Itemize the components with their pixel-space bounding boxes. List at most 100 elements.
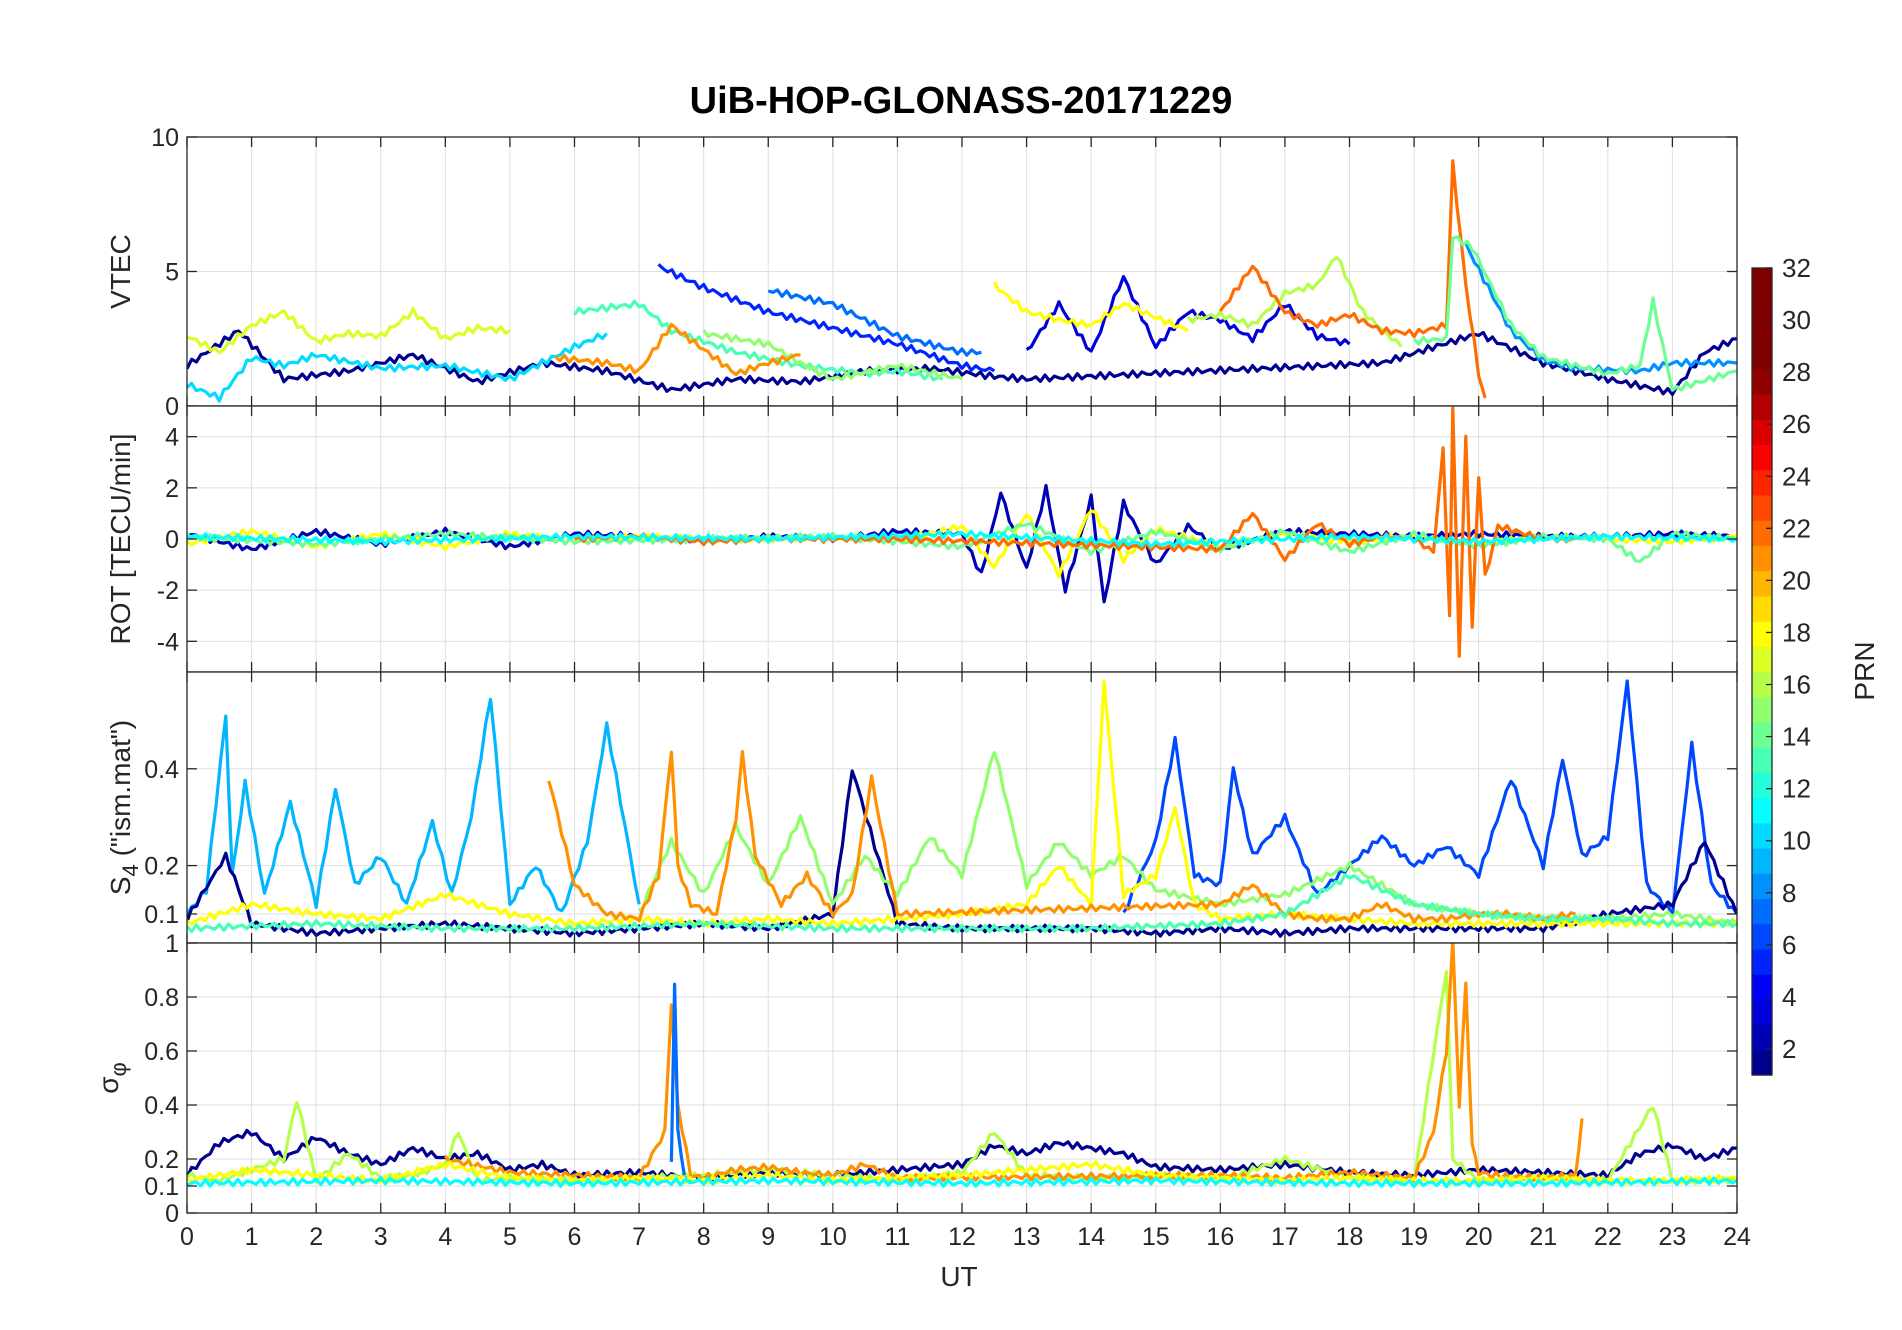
series-prn-19 bbox=[187, 1160, 1737, 1186]
panel-rot: -4 -2 0 2 4 ROT [TECU/min] bbox=[105, 405, 1738, 673]
colorbar-tick-label: 24 bbox=[1782, 461, 1811, 491]
colorbar-swatch bbox=[1752, 721, 1772, 748]
colorbar-swatch bbox=[1752, 898, 1772, 925]
colorbar-swatch bbox=[1752, 848, 1772, 874]
colorbar-swatch bbox=[1752, 772, 1772, 799]
colorbar-swatch bbox=[1752, 696, 1772, 723]
series-prn-12 bbox=[187, 1175, 1737, 1189]
y-tick-label: 1 bbox=[165, 930, 179, 958]
y-tick-label: 2 bbox=[165, 475, 179, 503]
y-axis-label: σφ bbox=[93, 1062, 131, 1094]
colorbar-tick-label: 20 bbox=[1782, 565, 1811, 595]
series-prn-21 bbox=[553, 322, 801, 377]
series-prn-19 bbox=[187, 679, 1737, 929]
series-prn-18 bbox=[992, 281, 1189, 333]
x-tick-label: 11 bbox=[884, 1223, 910, 1251]
colorbar-swatch bbox=[1752, 419, 1772, 446]
series-prn-13 bbox=[187, 873, 1737, 934]
series-prn-19 bbox=[187, 509, 1737, 579]
colorbar-frame bbox=[1751, 267, 1773, 1076]
y-tick-label: 5 bbox=[165, 259, 179, 287]
x-tick-label: 14 bbox=[1077, 1223, 1105, 1251]
x-tick-label: 24 bbox=[1723, 1223, 1751, 1251]
chart-title: UiB-HOP-GLONASS-20171229 bbox=[690, 80, 1233, 122]
colorbar-tick-label: 4 bbox=[1782, 982, 1796, 1012]
series-prn-22 bbox=[547, 749, 1576, 924]
series-group bbox=[187, 406, 1737, 658]
colorbar-tick-label: 10 bbox=[1782, 826, 1811, 856]
y-tick-label: 4 bbox=[165, 424, 179, 452]
x-tick-label: 10 bbox=[819, 1223, 847, 1251]
colorbar-swatch bbox=[1752, 1024, 1772, 1051]
colorbar-swatch bbox=[1752, 318, 1772, 345]
y-axis-label: ROT [TECU/min] bbox=[105, 433, 136, 644]
series-prn-13 bbox=[573, 299, 944, 382]
series-group bbox=[187, 679, 1737, 938]
series-prn-17 bbox=[187, 307, 511, 355]
x-tick-label: 5 bbox=[503, 1223, 517, 1251]
panel-vtec: 0 5 10 VTEC bbox=[105, 124, 1738, 421]
colorbar-swatch bbox=[1752, 923, 1772, 950]
colorbar-swatch bbox=[1752, 1049, 1772, 1076]
colorbar-swatch bbox=[1752, 570, 1772, 597]
colorbar-tick-label: 22 bbox=[1782, 513, 1811, 543]
y-label-sub: φ bbox=[106, 1062, 131, 1076]
colorbar-swatch bbox=[1752, 545, 1772, 572]
series-prn-12 bbox=[187, 529, 1737, 549]
series-prn-8 bbox=[669, 982, 686, 1176]
colorbar-swatch bbox=[1752, 343, 1772, 370]
x-tick-label: 16 bbox=[1206, 1223, 1234, 1251]
y-tick-label: 0.1 bbox=[144, 1173, 179, 1201]
y-label-rest: ("ism.mat") bbox=[105, 720, 136, 864]
series-prn-10 bbox=[187, 697, 641, 916]
x-tick-label: 12 bbox=[948, 1223, 976, 1251]
series-prn-14 bbox=[1412, 235, 1737, 392]
colorbar-tick-label: 32 bbox=[1782, 253, 1811, 283]
x-axis-label: UT bbox=[940, 1261, 977, 1292]
series-prn-16 bbox=[1186, 256, 1403, 348]
y-tick-label: 0.2 bbox=[144, 853, 179, 881]
colorbar-swatch bbox=[1752, 873, 1772, 900]
gridlines bbox=[187, 943, 1737, 1213]
colorbar-swatch bbox=[1752, 595, 1772, 622]
colorbar-tick-label: 14 bbox=[1782, 722, 1811, 752]
colorbar-tick-label: 16 bbox=[1782, 670, 1811, 700]
y-tick-label: 0.4 bbox=[144, 1092, 179, 1120]
x-tick-label: 0 bbox=[180, 1223, 194, 1251]
colorbar-swatch bbox=[1752, 797, 1772, 824]
colorbar-swatch bbox=[1752, 822, 1772, 849]
series-prn-16 bbox=[187, 969, 1737, 1186]
series-prn-6 bbox=[1122, 679, 1737, 918]
series-prn-1 bbox=[187, 769, 1737, 938]
series-prn-1 bbox=[187, 329, 1737, 397]
x-tick-label: 17 bbox=[1271, 1223, 1299, 1251]
colorbar-swatch bbox=[1752, 293, 1772, 320]
y-tick-label: 0.2 bbox=[144, 1146, 179, 1174]
series-prn-15 bbox=[702, 329, 963, 382]
series-prn-5 bbox=[657, 263, 996, 373]
colorbar-tick-label: 30 bbox=[1782, 305, 1811, 335]
x-tick-label: 3 bbox=[374, 1223, 388, 1251]
x-tick-label: 18 bbox=[1336, 1223, 1364, 1251]
colorbar-tick-label: 8 bbox=[1782, 878, 1796, 908]
colorbar-tick-label: 18 bbox=[1782, 617, 1811, 647]
colorbar-swatch bbox=[1752, 999, 1772, 1026]
colorbar-swatch bbox=[1752, 646, 1772, 673]
y-tick-label: 0.1 bbox=[144, 901, 179, 929]
y-tick-label: 0 bbox=[165, 1200, 179, 1228]
series-prn-11 bbox=[187, 332, 608, 403]
colorbar-swatch bbox=[1752, 747, 1772, 773]
series-prn-8 bbox=[767, 288, 982, 357]
x-tick-labels: 0 1 2 3 4 5 6 7 8 9 10 11 12 13 14 15 16 17 18 19 20 21 22 23 24 bbox=[180, 1223, 1751, 1251]
y-tick-label: 0 bbox=[165, 526, 179, 554]
y-tick-label: 10 bbox=[151, 124, 179, 152]
colorbar-swatch bbox=[1752, 948, 1772, 975]
colorbar-tick-label: 2 bbox=[1782, 1034, 1796, 1064]
x-tick-label: 6 bbox=[568, 1223, 582, 1251]
colorbar-swatch bbox=[1752, 494, 1772, 521]
x-tick-label: 20 bbox=[1465, 1223, 1493, 1251]
x-tick-label: 8 bbox=[697, 1223, 711, 1251]
colorbar-swatch bbox=[1752, 368, 1772, 395]
